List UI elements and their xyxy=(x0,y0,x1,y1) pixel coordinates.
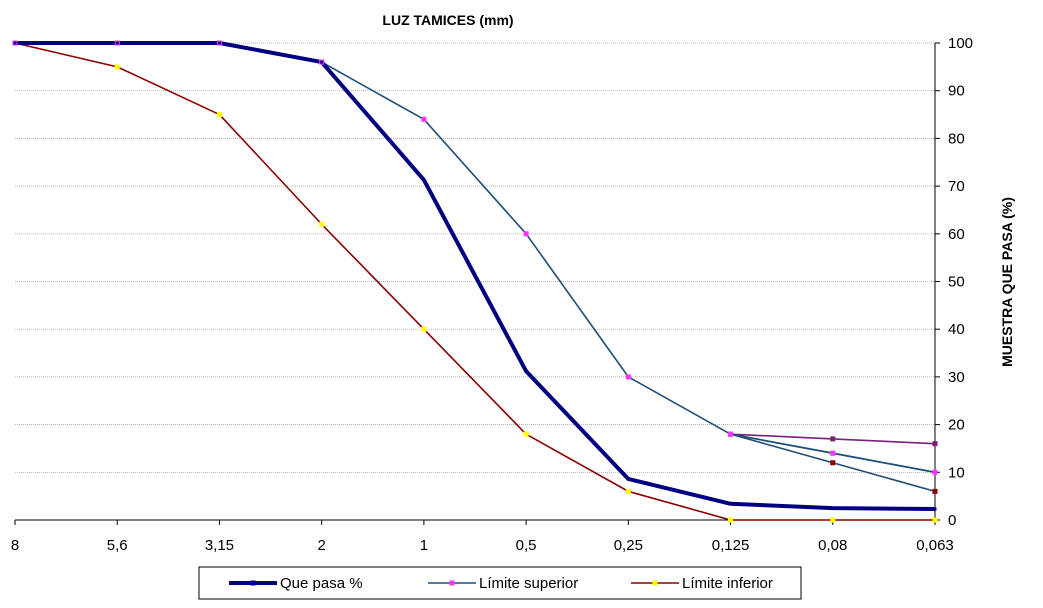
series-limite-superior-point xyxy=(421,116,427,122)
series-que-pasa-point xyxy=(524,369,528,373)
series-que-pasa-point xyxy=(422,178,426,182)
y-tick-label: 10 xyxy=(948,464,965,481)
legend-entry-limite-superior-marker xyxy=(449,580,455,586)
y-tick-label: 30 xyxy=(948,369,965,386)
series-limite-superior-line xyxy=(15,42,936,474)
x-tick-label: 0,063 xyxy=(916,537,954,554)
series-que-pasa-point xyxy=(217,41,221,45)
x-tick-label: 2 xyxy=(317,537,325,554)
series-que-pasa-line xyxy=(15,41,936,512)
y-tick-label: 100 xyxy=(948,35,973,52)
x-tick-label: 0,25 xyxy=(614,537,643,554)
series-que-pasa-point xyxy=(626,477,630,481)
x-tick-label: 1 xyxy=(420,537,428,554)
series-que-pasa-point xyxy=(13,41,17,45)
series-que-pasa-point xyxy=(320,60,324,64)
legend-box xyxy=(198,566,802,600)
series-limite-inferior-point xyxy=(932,517,938,523)
x-axis: 8 5,6 3,15 2 1 0,5 0,25 0,125 0,08 0,063 xyxy=(11,520,954,554)
series-que-pasa-point xyxy=(729,502,733,506)
extra-series-1-point xyxy=(830,436,836,442)
y-tick-label: 60 xyxy=(948,226,965,243)
series-limite-superior-point xyxy=(625,374,631,380)
x-tick-label: 3,15 xyxy=(205,537,234,554)
legend-entry-limite-inferior-label: Límite inferior xyxy=(682,575,773,592)
series-que-pasa-point xyxy=(831,506,835,510)
x-tick-label: 0,125 xyxy=(712,537,750,554)
legend-entry-que-pasa-label: Que pasa % xyxy=(280,575,363,592)
series-limite-superior-point xyxy=(523,231,529,237)
legend-entry-limite-superior-label: Límite superior xyxy=(479,575,578,592)
series-limite-superior-point xyxy=(830,450,836,456)
legend-entry-limite-inferior-marker xyxy=(652,580,658,586)
series-limite-inferior-point xyxy=(421,326,427,332)
y-tick-label: 50 xyxy=(948,274,965,291)
legend: Que pasa % Límite superior Límite inferior xyxy=(198,566,802,600)
series-markers xyxy=(12,40,938,523)
y-tick-label: 90 xyxy=(948,83,965,100)
series-limite-inferior-point xyxy=(830,517,836,523)
grid xyxy=(15,42,935,473)
y-axis: 0 10 20 30 40 50 60 70 80 90 100 xyxy=(935,35,973,529)
extra-series-2-point xyxy=(932,488,938,494)
y-tick-label: 70 xyxy=(948,178,965,195)
series-limite-inferior-point xyxy=(728,517,734,523)
y-tick-label: 20 xyxy=(948,417,965,434)
x-tick-label: 0,08 xyxy=(818,537,847,554)
y-axis-label: MUESTRA QUE PASA (%) xyxy=(999,197,1015,367)
series-limite-inferior-point xyxy=(523,431,529,437)
y-tick-label: 40 xyxy=(948,321,965,338)
y-tick-label: 80 xyxy=(948,130,965,147)
legend-entry-que-pasa-marker xyxy=(250,580,256,586)
series-limite-inferior-point xyxy=(625,488,631,494)
series-limite-inferior-point xyxy=(114,64,120,70)
series-limite-inferior-point xyxy=(319,221,325,227)
extra-series-2-point xyxy=(830,460,836,466)
series-limite-inferior-line xyxy=(14,42,935,521)
x-tick-label: 8 xyxy=(11,537,19,554)
y-tick-label: 0 xyxy=(948,512,956,529)
series-que-pasa-point xyxy=(933,507,937,511)
series-limite-inferior-point xyxy=(216,112,222,118)
series-limite-superior-point xyxy=(932,469,938,475)
chart-title: LUZ TAMICES (mm) xyxy=(382,12,513,28)
x-tick-label: 5,6 xyxy=(107,537,128,554)
series-limite-superior-point xyxy=(728,431,734,437)
extra-series-1-point xyxy=(932,441,938,447)
x-tick-label: 0,5 xyxy=(516,537,537,554)
series-que-pasa-point xyxy=(115,41,119,45)
